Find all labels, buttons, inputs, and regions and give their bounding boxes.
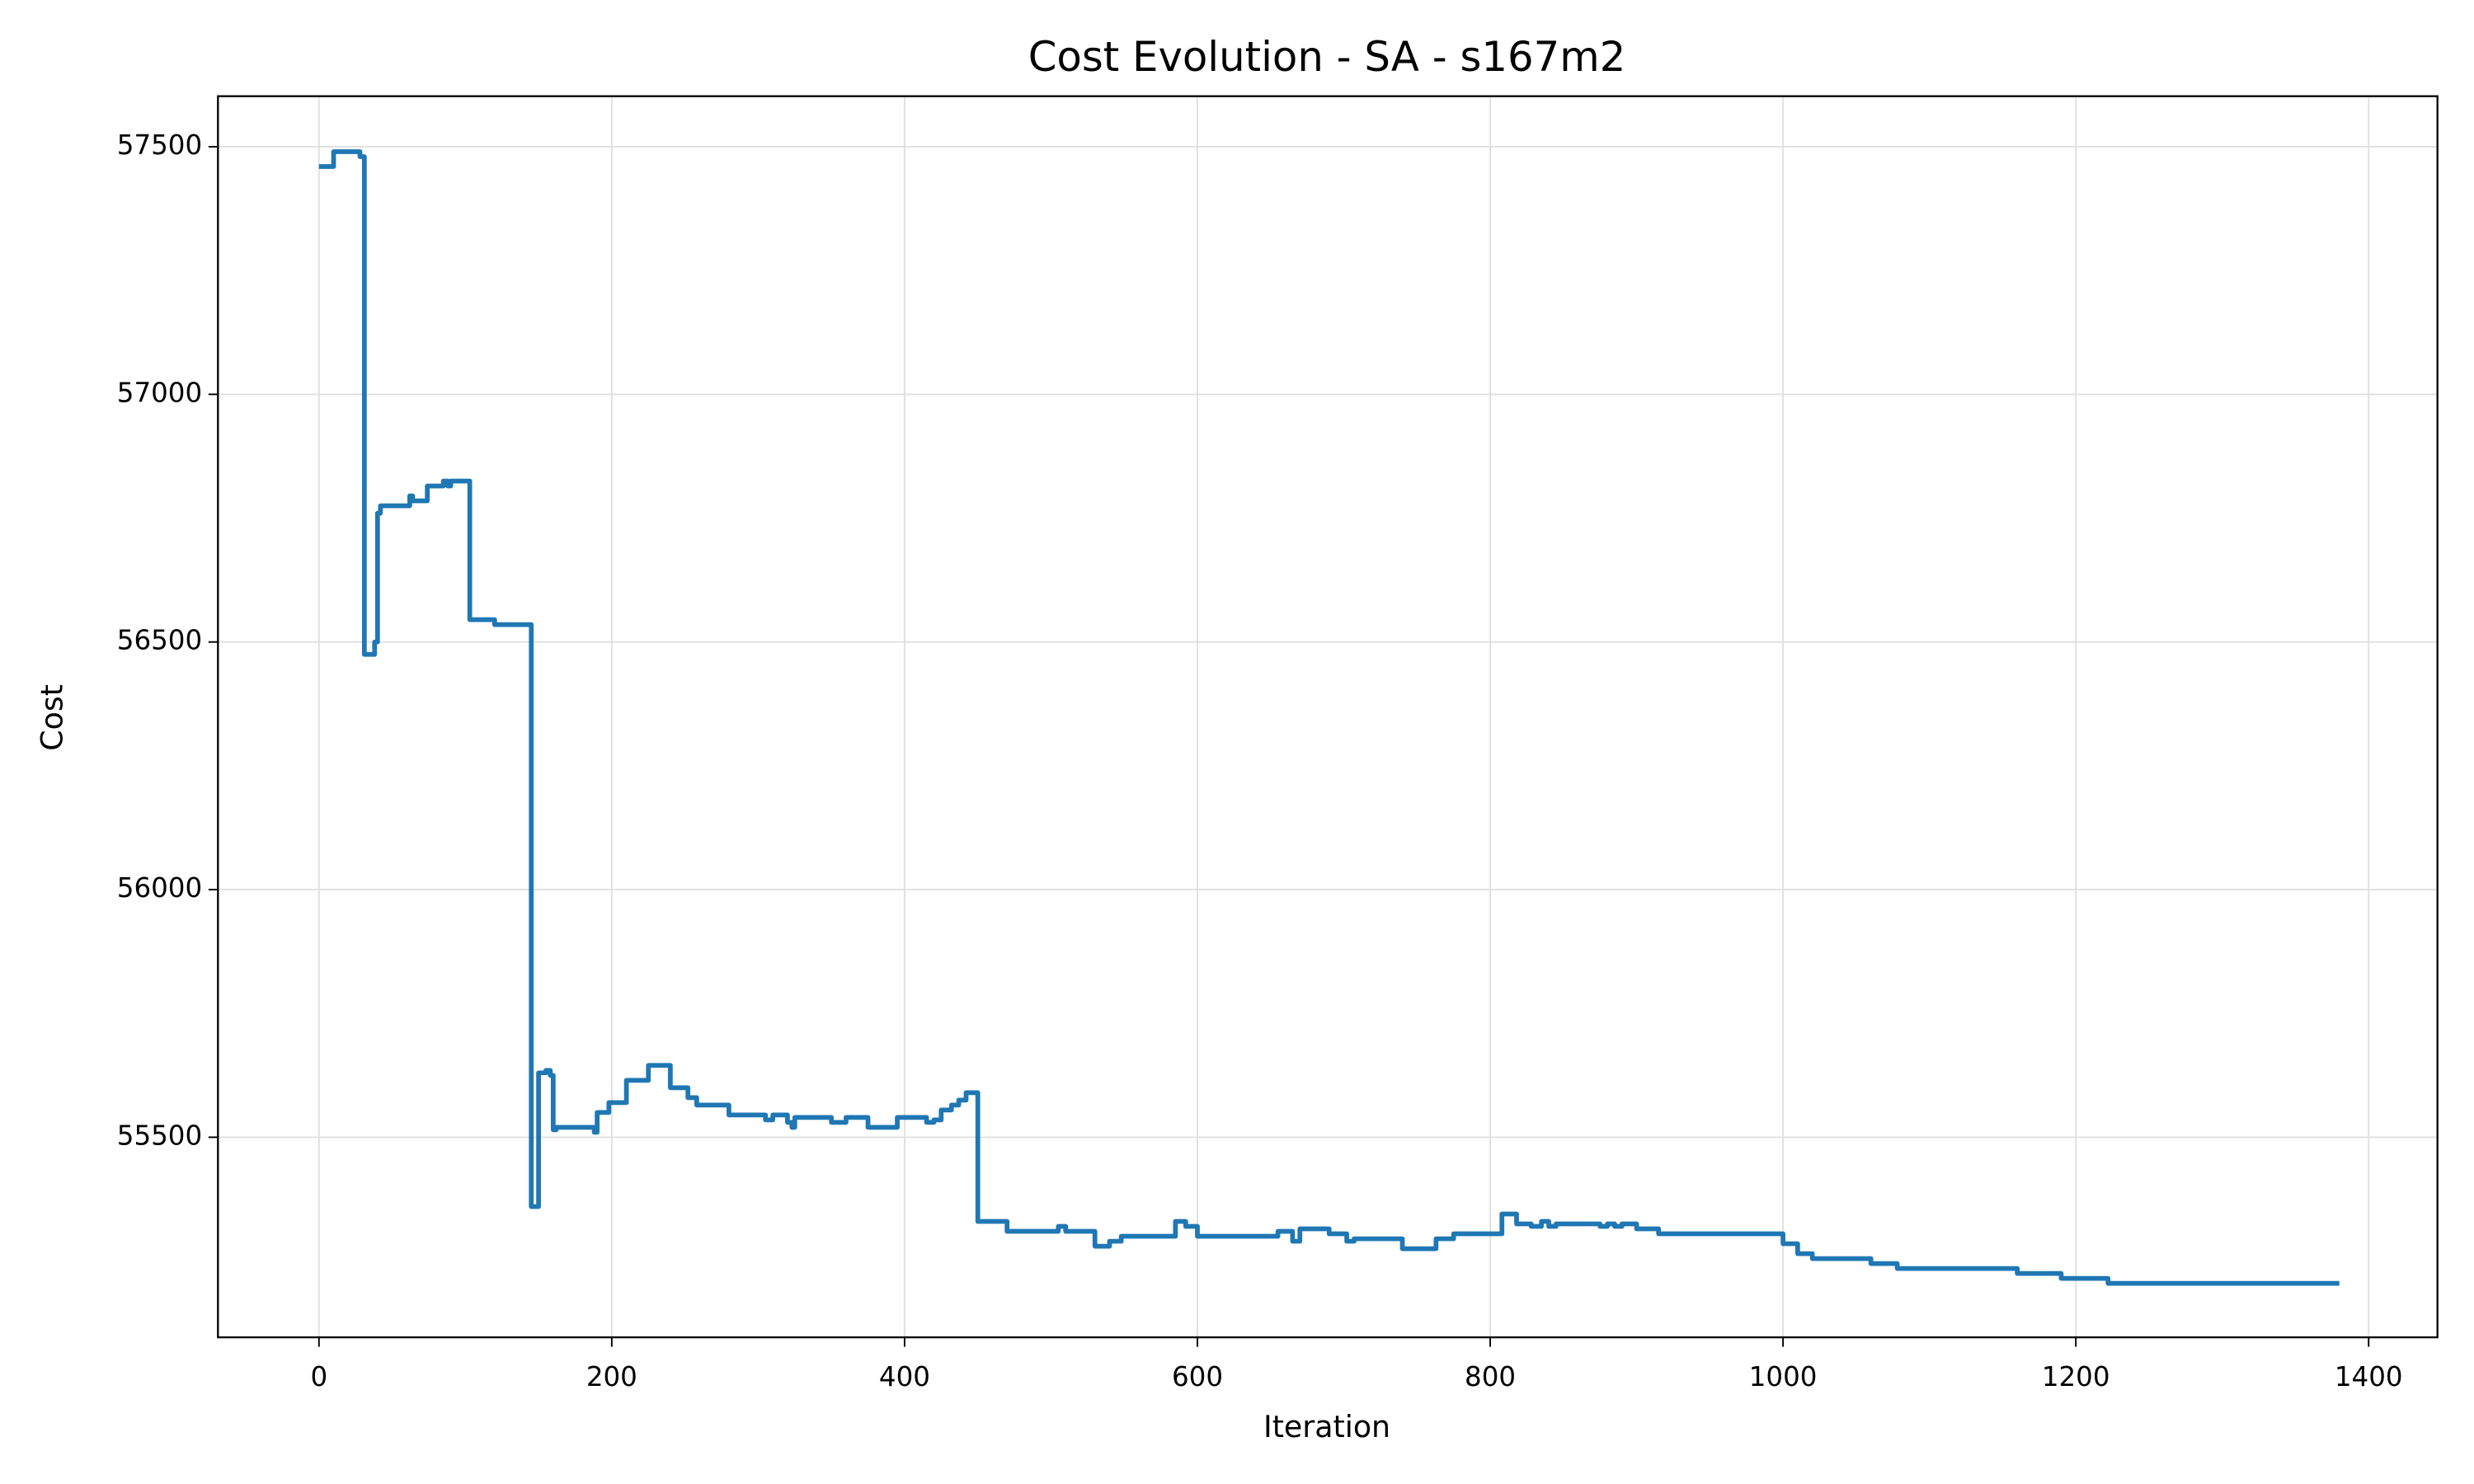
- y-tick-label: 55500: [117, 1120, 202, 1151]
- y-tick-label: 57500: [117, 129, 202, 161]
- x-tick-label: 0: [310, 1361, 327, 1392]
- y-axis-label: Cost: [34, 684, 69, 751]
- x-tick-label: 600: [1172, 1361, 1223, 1392]
- x-axis-label: Iteration: [1263, 1409, 1390, 1444]
- plot: [318, 149, 2340, 1286]
- y-tick-label: 56000: [117, 872, 202, 904]
- ticks: 0 200 400 600 800 1000 1200 1400 55500 56000 56500…: [117, 129, 2403, 1392]
- x-tick-label: 200: [586, 1361, 637, 1392]
- grid: [218, 96, 2438, 1338]
- data-line: [318, 149, 2340, 1286]
- x-tick-label: 1200: [2042, 1361, 2110, 1392]
- y-tick-label: 56500: [117, 625, 202, 656]
- x-tick-label: 800: [1465, 1361, 1516, 1392]
- chart-title: Cost Evolution - SA - s167m2: [1028, 33, 1626, 81]
- x-tick-label: 1400: [2335, 1361, 2403, 1392]
- x-tick-label: 400: [879, 1361, 930, 1392]
- x-tick-label: 1000: [1749, 1361, 1818, 1392]
- y-tick-label: 57000: [117, 377, 202, 408]
- axes-frame: [217, 95, 2439, 1339]
